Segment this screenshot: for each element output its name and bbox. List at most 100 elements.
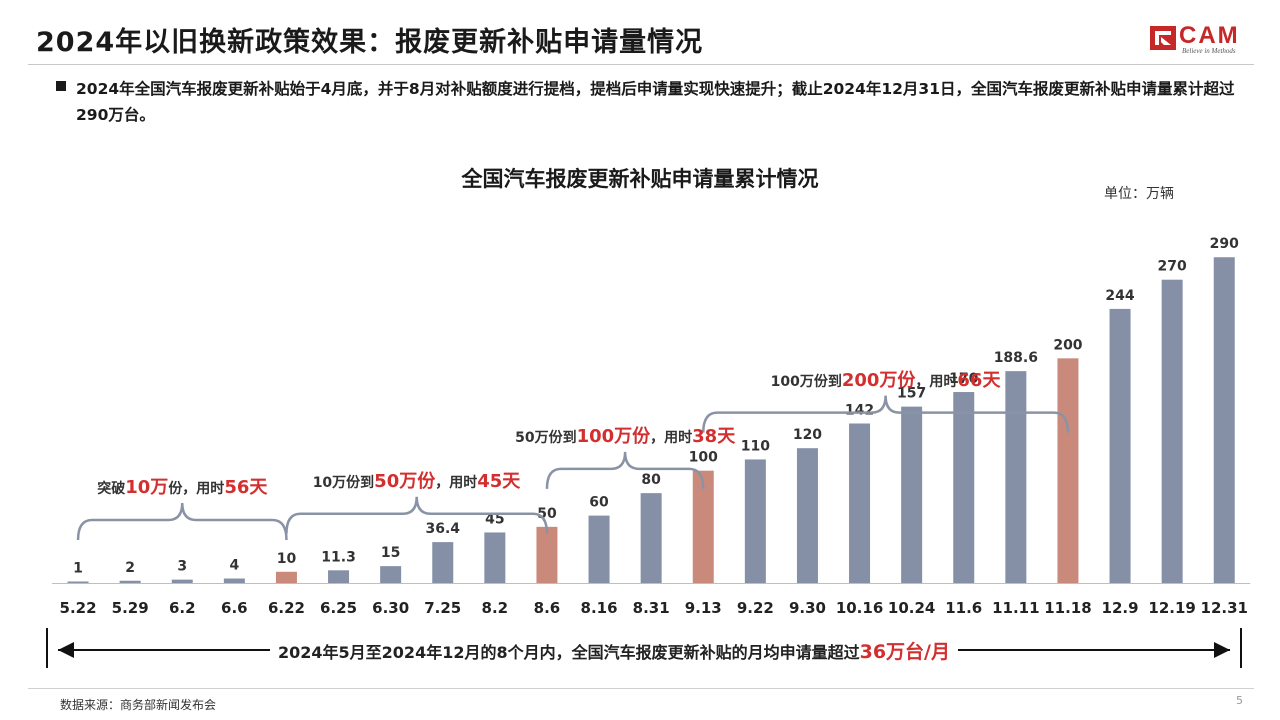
period-brace-2: [285, 496, 549, 534]
period-3-middle: ，用时: [650, 429, 693, 446]
bar-8.16: [588, 515, 610, 583]
footer-divider: [28, 688, 1254, 689]
title-divider: [28, 64, 1254, 65]
period-2-highlight: 50万份: [374, 470, 436, 492]
square-bullet-icon: [56, 81, 66, 91]
bar-9.30: [796, 448, 818, 583]
period-1-days: 56天: [224, 477, 268, 498]
period-2-prefix: 10万份到: [312, 474, 375, 491]
value-label-8.31: 80: [641, 472, 661, 488]
value-label-6.6: 4: [229, 558, 239, 574]
period-label-1: 突破10万份，用时56天: [97, 473, 267, 499]
value-label-7.25: 36.4: [425, 521, 460, 537]
bar-11.11: [1005, 371, 1027, 583]
bar-8.31: [640, 493, 662, 583]
x-tick-11.11: 11.11: [992, 599, 1039, 617]
value-label-12.9: 244: [1105, 288, 1134, 304]
period-4-days: 66天: [957, 369, 1001, 391]
company-logo: CAM Believe in Methods: [1150, 22, 1255, 58]
x-tick-9.30: 9.30: [789, 599, 826, 617]
period-3-prefix: 50万份到: [515, 429, 577, 446]
bar-6.30: [380, 566, 402, 583]
x-tick-7.25: 7.25: [424, 599, 461, 617]
x-tick-6.25: 6.25: [320, 599, 357, 617]
page-number: 5: [1236, 694, 1243, 707]
bar-11.6: [953, 392, 975, 583]
x-tick-8.16: 8.16: [581, 599, 618, 617]
bar-12.19: [1161, 279, 1183, 583]
period-2-middle: ，用时: [435, 474, 478, 491]
value-label-11.6: 170: [949, 371, 978, 387]
x-tick-12.19: 12.19: [1148, 599, 1195, 617]
value-label-8.16: 60: [589, 495, 609, 511]
bar-12.9: [1109, 308, 1131, 583]
period-label-4: 100万份到200万份，用时66天: [771, 366, 1001, 392]
period-brace-3: [545, 451, 705, 489]
value-label-6.22: 10: [277, 551, 297, 567]
bar-5.29: [119, 580, 141, 583]
period-label-3: 50万份到100万份，用时38天: [515, 422, 735, 448]
value-label-12.31: 290: [1210, 236, 1239, 252]
bar-8.2: [484, 532, 506, 583]
bar-6.22: [275, 571, 297, 583]
period-4-prefix: 100万份到: [770, 373, 842, 390]
page-title: 2024年以旧换新政策效果：报废更新补贴申请量情况: [36, 27, 704, 58]
value-label-10.24: 157: [897, 386, 926, 402]
x-tick-5.29: 5.29: [112, 599, 149, 617]
value-label-5.29: 2: [125, 560, 135, 576]
x-tick-10.24: 10.24: [888, 599, 935, 617]
summary-prefix: 2024年5月至2024年12月的8个月内，全国汽车报废更新补贴的月均申请量超过: [278, 643, 860, 662]
summary-highlight: 36万台/月: [859, 641, 950, 663]
value-label-11.18: 200: [1053, 337, 1082, 353]
value-label-9.30: 120: [793, 427, 822, 443]
chart-unit-label: 单位：万辆: [1104, 186, 1174, 202]
logo-text: CAM: [1179, 22, 1240, 49]
value-label-9.22: 110: [741, 438, 770, 454]
intro-bullet-text: 2024年全国汽车报废更新补贴始于4月底，并于8月对补贴额度进行提档，提档后申请…: [76, 80, 1235, 124]
period-label-2: 10万份到50万份，用时45天: [313, 467, 521, 493]
x-tick-11.6: 11.6: [945, 599, 982, 617]
x-tick-6.30: 6.30: [372, 599, 409, 617]
x-tick-8.2: 8.2: [482, 599, 509, 617]
period-brace-4: [702, 395, 1070, 433]
bar-9.13: [692, 470, 714, 583]
value-label-8.2: 45: [485, 511, 504, 527]
period-1-highlight: 10万: [125, 477, 169, 498]
x-tick-6.2: 6.2: [169, 599, 196, 617]
value-label-10.16: 142: [845, 402, 874, 418]
period-2-days: 45天: [477, 470, 521, 492]
x-tick-10.16: 10.16: [836, 599, 883, 617]
period-3-highlight: 100万份: [576, 425, 651, 447]
bar-12.31: [1213, 257, 1235, 583]
bar-9.22: [744, 459, 766, 583]
x-tick-6.22: 6.22: [268, 599, 305, 617]
logo-tagline: Believe in Methods: [1182, 47, 1236, 55]
period-3-days: 38天: [692, 425, 736, 447]
x-tick-8.6: 8.6: [534, 599, 561, 617]
x-tick-9.13: 9.13: [685, 599, 722, 617]
value-label-8.6: 50: [537, 506, 557, 522]
value-label-6.30: 15: [381, 545, 400, 561]
bar-10.24: [901, 406, 923, 583]
intro-bullet: 2024年全国汽车报废更新补贴始于4月底，并于8月对补贴额度进行提档，提档后申请…: [56, 76, 1250, 128]
bar-8.6: [536, 526, 558, 583]
period-brace-1: [76, 502, 288, 541]
logo-mark-icon: [1150, 26, 1176, 50]
bar-6.6: [223, 578, 245, 583]
bar-6.2: [171, 579, 193, 583]
period-1-middle: 份，用时: [168, 481, 225, 497]
bar-7.25: [432, 542, 454, 583]
bar-11.18: [1057, 358, 1079, 583]
value-label-5.22: 1: [73, 561, 83, 577]
period-4-highlight: 200万份: [841, 369, 916, 391]
x-tick-8.31: 8.31: [633, 599, 670, 617]
bar-5.22: [67, 581, 89, 583]
value-label-12.19: 270: [1158, 259, 1187, 275]
period-1-prefix: 突破: [97, 481, 126, 497]
value-label-6.2: 3: [177, 559, 187, 575]
value-label-6.25: 11.3: [321, 549, 356, 565]
summary-text: 2024年5月至2024年12月的8个月内，全国汽车报废更新补贴的月均申请量超过…: [270, 637, 958, 664]
x-tick-5.22: 5.22: [60, 599, 97, 617]
value-label-9.13: 100: [689, 450, 718, 466]
